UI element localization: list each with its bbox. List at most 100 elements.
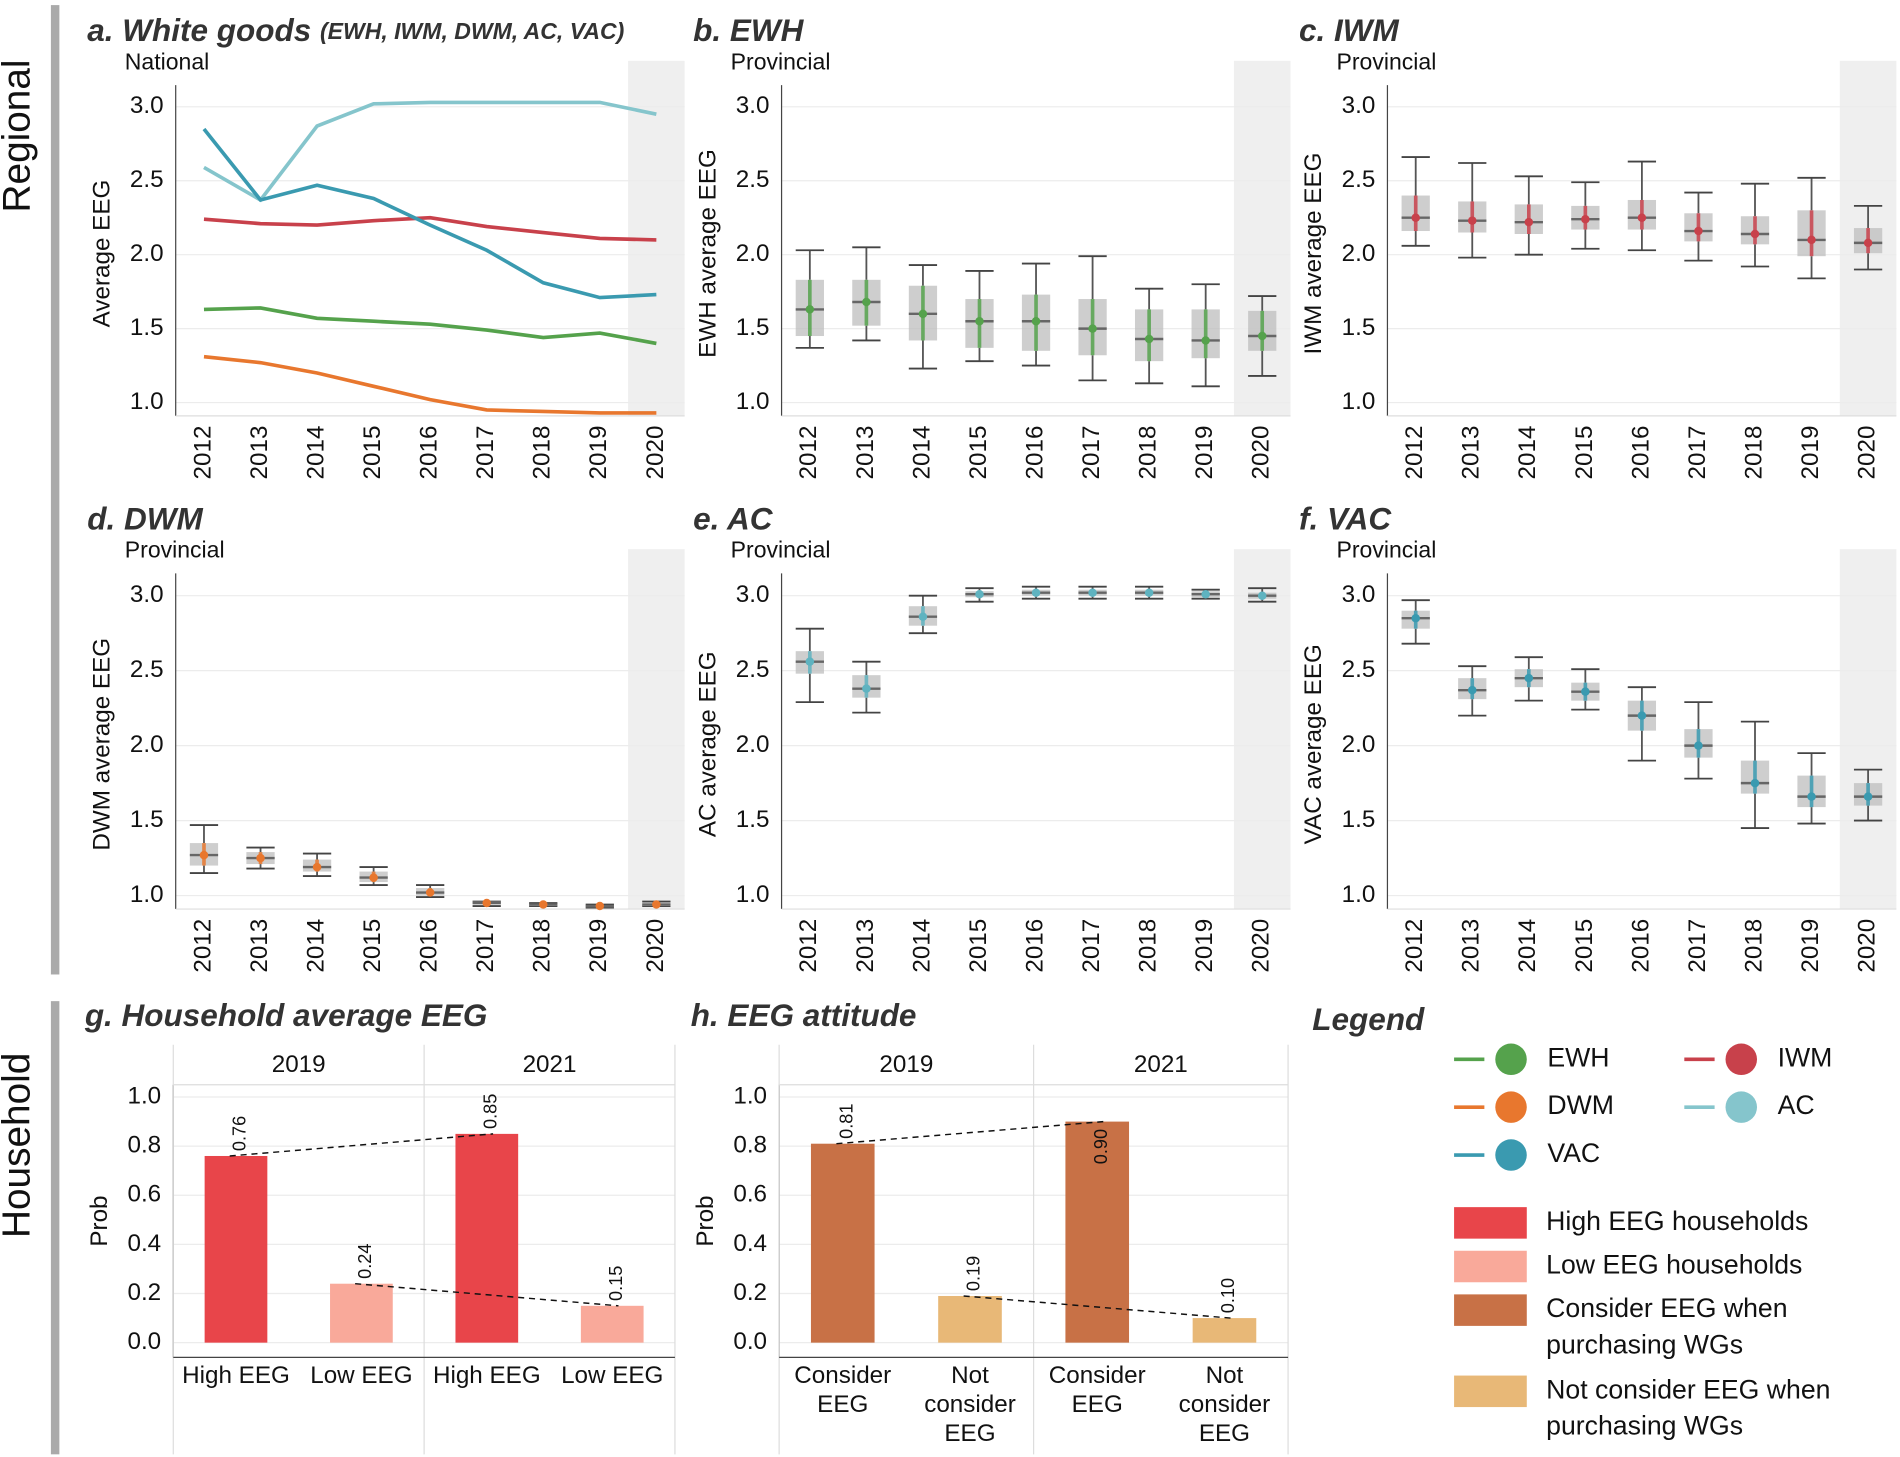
x-tick-label: 2016 (1021, 919, 1048, 973)
value-label: 0.24 (355, 1244, 375, 1279)
y-axis-label: VAC average EEG (1300, 644, 1327, 844)
median-dot (1411, 613, 1420, 623)
x-tick-label: 2013 (246, 919, 273, 973)
median-dot (1088, 588, 1097, 597)
legend-label: VAC (1547, 1138, 1600, 1168)
legend-label: DWM (1547, 1090, 1614, 1120)
legend-label: EWH (1547, 1042, 1609, 1072)
y-tick-label: 0.2 (733, 1279, 767, 1306)
legend-swatch (1454, 1207, 1527, 1239)
median-dot (256, 853, 265, 863)
median-dot (369, 873, 378, 882)
y-tick-label: 0.2 (127, 1279, 161, 1306)
y-tick-label: 2.0 (736, 240, 770, 267)
x-tick-label: 2012 (1401, 919, 1428, 973)
legend-marker (1725, 1091, 1758, 1123)
bar (1192, 1318, 1257, 1343)
value-label: 0.90 (1091, 1129, 1111, 1164)
x-tick-label: 2014 (908, 426, 935, 480)
x-tick-label: 2020 (642, 919, 669, 973)
x-tick-label: 2018 (529, 919, 556, 973)
median-dot (1144, 334, 1154, 344)
y-tick-label: 1.0 (127, 1082, 161, 1109)
median-dot (918, 309, 928, 319)
legend-swatch (1454, 1375, 1527, 1408)
median-dot (1257, 591, 1267, 600)
row-label: Household (0, 1053, 39, 1238)
y-tick-label: 0.0 (733, 1328, 767, 1355)
value-label: 0.85 (480, 1094, 500, 1129)
connector (355, 1282, 619, 1307)
x-tick-label: 2020 (642, 426, 669, 480)
median-dot (539, 900, 548, 909)
legend-label: IWM (1778, 1042, 1833, 1072)
x-tick-label: 2012 (795, 919, 822, 973)
median-dot (1257, 331, 1267, 341)
x-tick-label: 2016 (416, 426, 443, 480)
x-tick-label: 2019 (585, 919, 612, 973)
title-text: h. EEG attitude (691, 997, 917, 1033)
legend-label: Consider EEG when purchasing WGs (1546, 1293, 1787, 1359)
x-tick-label: Not consider EEG (1179, 1362, 1271, 1447)
x-tick-label: Low EEG (561, 1362, 663, 1389)
x-tick-label: 2018 (529, 426, 556, 480)
median-dot (975, 589, 984, 599)
y-tick-label: 3.0 (736, 92, 770, 119)
facet-label: 2021 (1134, 1051, 1188, 1078)
y-tick-label: 1.0 (736, 388, 770, 415)
median-dot (1807, 235, 1816, 245)
x-tick-label: 2015 (1571, 426, 1598, 480)
subtitle: Provincial (125, 537, 225, 563)
y-tick-label: 1.0 (130, 388, 164, 415)
y-axis-label: EWH average EEG (694, 149, 721, 358)
median-dot (482, 898, 491, 908)
median-dot (1750, 229, 1760, 239)
y-tick-label: 1.0 (1342, 881, 1376, 908)
median-dot (1468, 685, 1477, 695)
median-dot (918, 612, 928, 621)
y-tick-label: 3.0 (130, 92, 164, 119)
median-dot (1581, 214, 1590, 224)
legend-swatch (1454, 1250, 1527, 1283)
x-tick-label: 2014 (908, 919, 935, 973)
line-series (203, 354, 657, 415)
y-tick-label: 2.0 (130, 731, 164, 758)
connector (836, 1120, 1104, 1145)
y-axis-label: Prob (86, 1195, 113, 1246)
x-tick-label: 2015 (1571, 919, 1598, 973)
median-dot (1524, 217, 1534, 227)
facet-label: 2021 (523, 1051, 577, 1078)
panel-title: h. EEG attitude (691, 997, 917, 1033)
median-dot (1807, 792, 1816, 801)
median-dot (199, 850, 209, 860)
y-tick-label: 2.5 (736, 166, 770, 193)
row-bar (50, 1001, 60, 1455)
y-tick-label: 1.5 (736, 806, 770, 833)
legend-label: Low EEG households (1546, 1250, 1802, 1280)
y-axis-label: Prob (692, 1195, 719, 1246)
value-label: 0.76 (230, 1116, 250, 1151)
y-tick-label: 1.5 (736, 314, 770, 341)
median-dot (1031, 316, 1041, 326)
y-tick-label: 0.0 (127, 1328, 161, 1355)
median-dot (1637, 711, 1647, 720)
y-tick-label: 1.5 (1342, 314, 1376, 341)
y-tick-label: 2.5 (1342, 656, 1376, 683)
x-tick-label: 2014 (302, 919, 329, 973)
median-dot (425, 888, 435, 897)
panel-title: d. DWM (87, 501, 203, 537)
x-tick-label: 2013 (852, 426, 879, 480)
y-tick-label: 1.0 (736, 881, 770, 908)
x-tick-label: 2016 (416, 919, 443, 973)
y-axis-label: IWM average EEG (1300, 153, 1327, 355)
x-tick-label: 2013 (1458, 919, 1485, 973)
median-dot (1411, 213, 1420, 222)
x-tick-label: High EEG (433, 1362, 541, 1389)
x-tick-label: 2017 (1684, 919, 1711, 973)
median-dot (862, 297, 871, 307)
y-tick-label: 2.0 (130, 240, 164, 267)
y-axis-label: DWM average EEG (88, 638, 115, 851)
median-dot (805, 657, 815, 666)
title-text: a. White goods (87, 12, 311, 48)
y-tick-label: 1.5 (130, 314, 164, 341)
